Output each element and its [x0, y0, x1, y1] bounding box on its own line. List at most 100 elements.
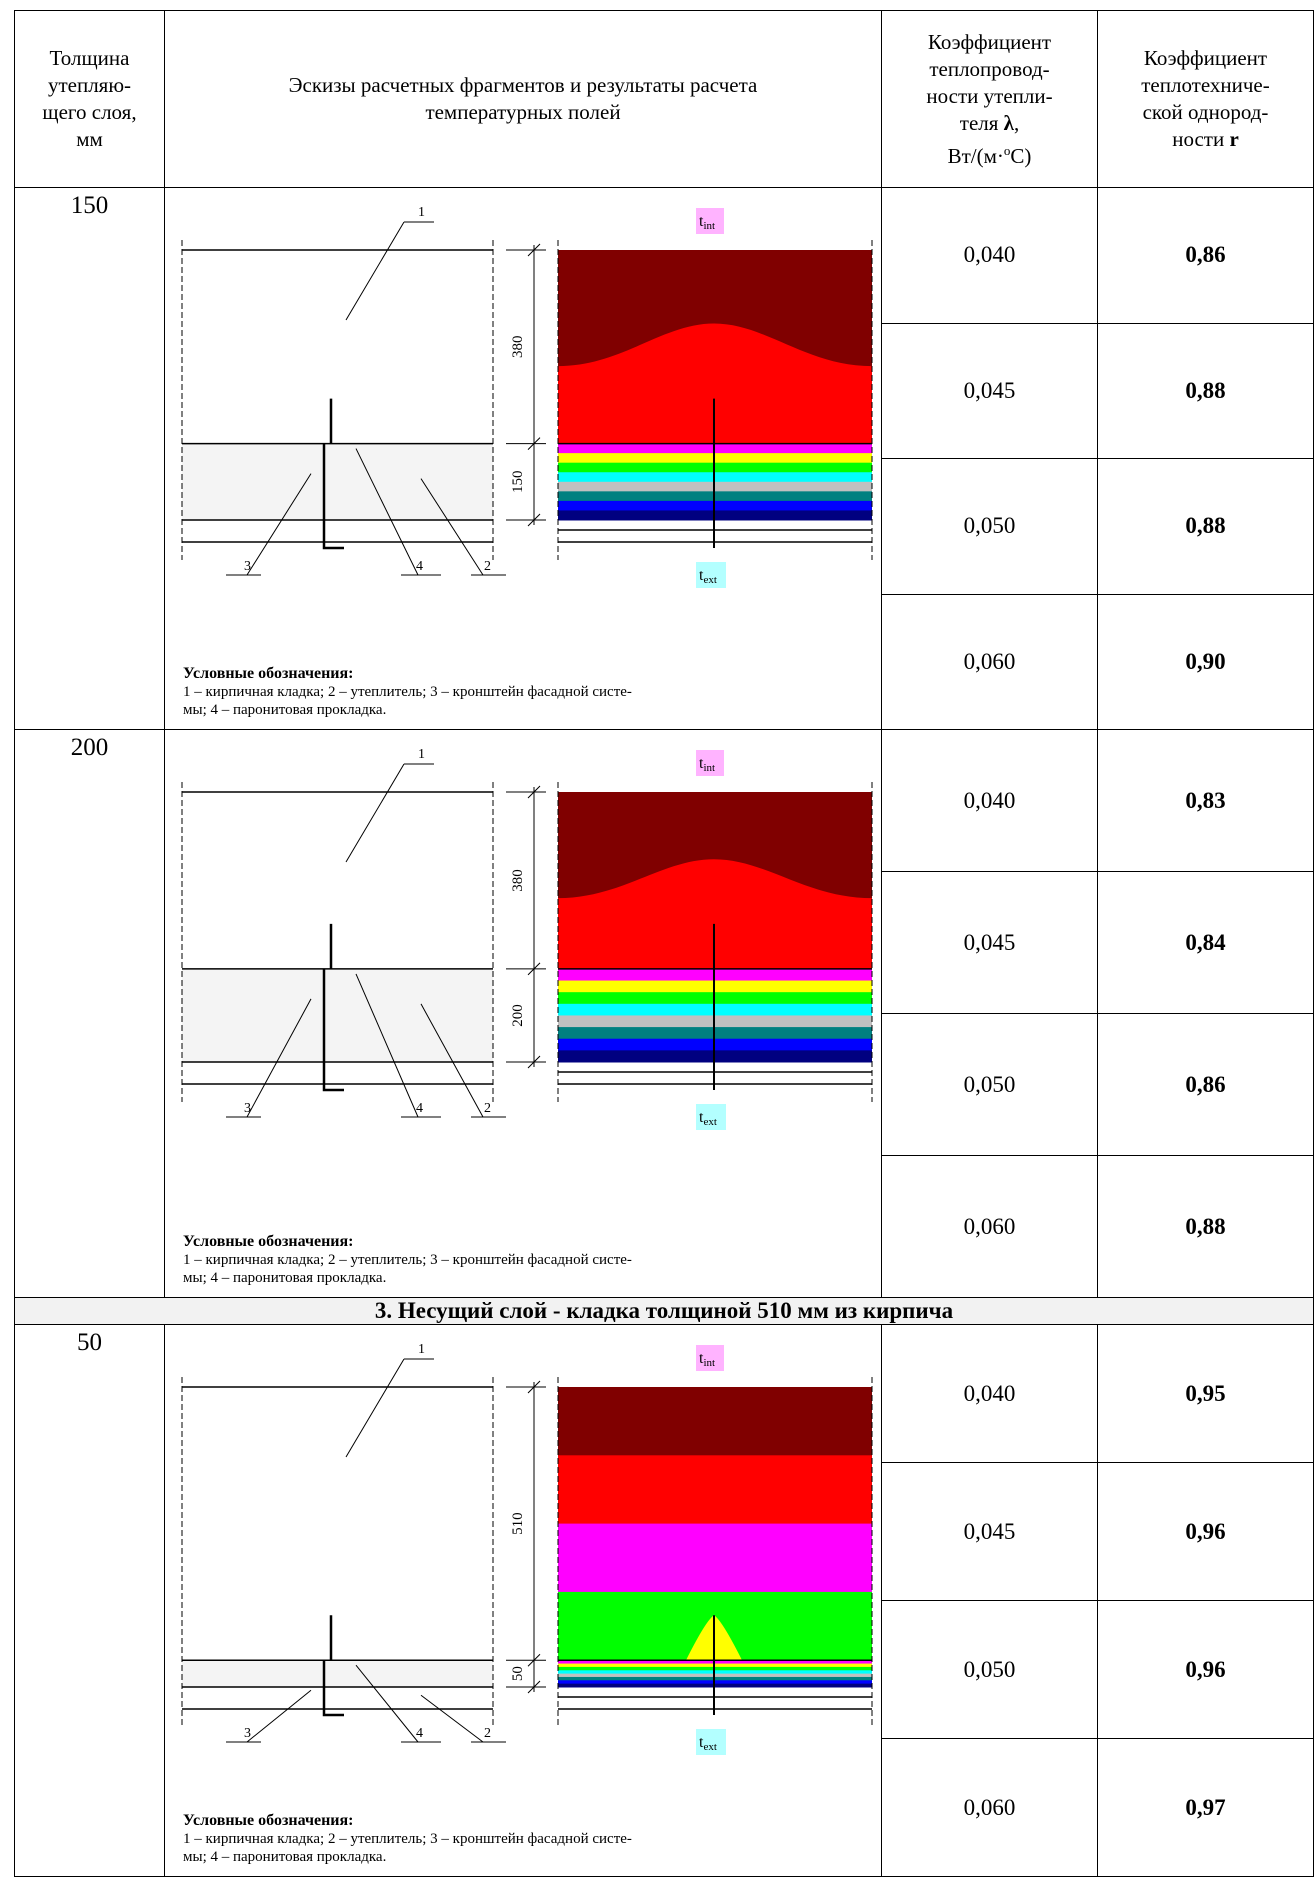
r-value: 0,96 — [1097, 1462, 1314, 1601]
legend-line: 1 – кирпичная кладка; 2 – утеплитель; 3 … — [183, 1831, 632, 1847]
text: t — [699, 567, 704, 584]
dimension — [505, 243, 546, 527]
lambda: 0,060 — [881, 593, 1098, 730]
dimension-label: 50 — [510, 1666, 526, 1681]
bracket — [322, 1615, 344, 1717]
label-bg — [695, 562, 726, 588]
label-bg — [695, 1729, 726, 1755]
row: 0,060 0,90 — [15, 593, 1314, 730]
bracket — [322, 923, 344, 1092]
header-sketch: Эскизы расчетных фрагментов и результаты… — [164, 10, 882, 188]
text: t — [699, 1350, 704, 1367]
header-line: Эскизы расчетных фрагментов и результаты… — [288, 73, 758, 97]
header-lambda: Коэффициент теплопровод- ности утепли- т… — [881, 10, 1098, 188]
subscript: ext — [703, 1741, 716, 1753]
header-line: Коэффициент — [1143, 46, 1268, 70]
thickness: 200 — [14, 729, 165, 1298]
leaders — [225, 763, 506, 1118]
header-line: утепляю- — [47, 73, 132, 97]
temperature-label: tint — [699, 755, 715, 774]
r-value: 0,96 — [1097, 1600, 1314, 1739]
label-bg — [695, 1345, 724, 1371]
legend-title: Условные обозначения: — [183, 1812, 354, 1829]
r-value: 0,86 — [1097, 1013, 1314, 1156]
r-value: 0,88 — [1097, 322, 1314, 459]
thickness: 150 — [14, 187, 165, 730]
callout: 2 — [484, 1101, 491, 1116]
header-r: Коэффициент теплотехниче- ской однород- … — [1097, 10, 1314, 188]
legend-line: мы; 4 – паронитовая прокладка. — [183, 1270, 387, 1286]
text: Вт/(м· — [947, 143, 1004, 168]
header-line: теплопровод- — [929, 56, 1050, 81]
dimension-label: 150 — [510, 471, 526, 494]
bracket — [322, 398, 344, 550]
sketch-cell: 1 3 4 2 510 50 tint text Условные обозначения: 1 … — [164, 1324, 882, 1877]
callout: 3 — [244, 559, 251, 574]
text: ности — [1172, 127, 1230, 151]
callout: 3 — [244, 1101, 251, 1116]
lambda: 0,050 — [881, 1013, 1098, 1156]
text: t — [699, 1109, 704, 1126]
row: 0,060 0,97 — [15, 1738, 1314, 1877]
insulation — [181, 443, 493, 520]
legend-line: 1 – кирпичная кладка; 2 – утеплитель; 3 … — [183, 1252, 632, 1268]
r-value: 0,90 — [1097, 593, 1314, 730]
field — [557, 1455, 872, 1525]
legend-title: Условные обозначения: — [183, 1233, 354, 1250]
legend-line: мы; 4 – паронитовая прокладка. — [183, 1849, 387, 1865]
callout: 4 — [416, 1101, 423, 1116]
subscript: int — [703, 220, 715, 232]
section-row: 3. Несущий слой - кладка толщиной 510 мм… — [14, 1297, 1314, 1325]
r-value: 0,86 — [1097, 187, 1314, 324]
label-bg — [695, 1104, 726, 1130]
header-line: ской однород- — [1142, 100, 1269, 124]
lambda: 0,050 — [881, 458, 1098, 595]
header-line: Коэффициент — [927, 29, 1052, 54]
text: t — [699, 755, 704, 772]
row: 200 1 3 4 2 380 200 tint text Условные обозначени… — [14, 729, 1314, 1298]
text: t — [699, 213, 704, 230]
dimension-label: 200 — [510, 1004, 526, 1027]
sketch-cell: 1 3 4 2 380 150 tint text Условные обозначения: 1… — [164, 187, 882, 730]
lambda: 0,050 — [881, 1600, 1098, 1739]
lambda: 0,045 — [881, 871, 1098, 1014]
sketch-cell: 1 3 4 2 380 200 tint text Условные обозначения: 1… — [164, 729, 882, 1298]
callout: 1 — [418, 205, 425, 220]
symbol: r — [1229, 127, 1239, 151]
row: 0,050 0,86 — [15, 1013, 1314, 1156]
superscript: о — [1003, 142, 1011, 158]
r-value: 0,84 — [1097, 871, 1314, 1014]
legend-title: Условные обозначения: — [183, 665, 354, 682]
row: 0,060 0,88 — [15, 1155, 1314, 1298]
dimension-label: 380 — [510, 869, 526, 892]
row: 50 1 3 4 2 510 50 tint text Условные обозначения:… — [14, 1324, 1314, 1877]
insulation — [181, 1660, 493, 1687]
table-body: 150 1 3 4 2 380 150 tint text Условные обозначени… — [14, 187, 1314, 1877]
row: 0,045 0,96 — [15, 1462, 1314, 1601]
temperature-label: text — [699, 1734, 717, 1753]
section-title: 3. Несущий слой - кладка толщиной 510 мм… — [14, 1297, 1314, 1325]
leaders — [225, 1358, 506, 1743]
row: 150 1 3 4 2 380 150 tint text Условные обозначени… — [14, 187, 1314, 730]
lambda: 0,040 — [881, 729, 1098, 872]
thickness: 50 — [14, 1324, 165, 1877]
r-value: 0,95 — [1097, 1324, 1314, 1463]
subscript: ext — [703, 1116, 716, 1128]
field — [557, 1387, 872, 1457]
callout: 1 — [418, 747, 425, 762]
r-value: 0,88 — [1097, 458, 1314, 595]
label-bg — [695, 208, 724, 234]
legend-line: 1 – кирпичная кладка; 2 – утеплитель; 3 … — [183, 684, 632, 700]
lambda: 0,060 — [881, 1155, 1098, 1298]
callout: 2 — [484, 559, 491, 574]
row: 0,050 0,96 — [15, 1600, 1314, 1739]
results-table: Толщина утепляю- щего слоя, мм Эскизы ра… — [14, 10, 1314, 1877]
field — [557, 792, 872, 899]
callout: 3 — [244, 1726, 251, 1741]
leaders — [225, 221, 506, 576]
legend-line: мы; 4 – паронитовая прокладка. — [183, 702, 387, 718]
dimension — [505, 785, 546, 1069]
